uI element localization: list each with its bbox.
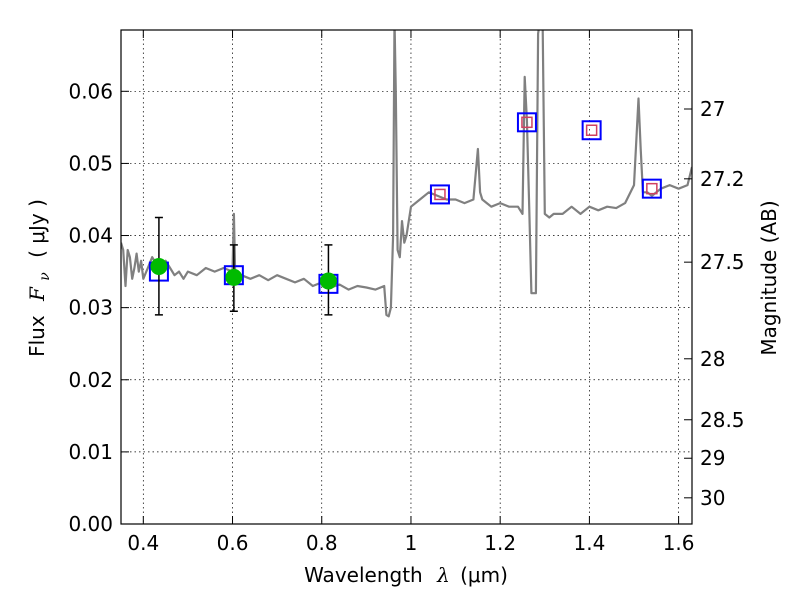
model-photometry-square [429,184,450,205]
y2-tick-label: 28.5 [700,408,745,432]
y2-tick-label: 27.5 [700,250,745,274]
y-tick-label: 0.04 [68,224,113,248]
y-tick-label: 0.03 [68,296,113,320]
x-tick-label: 1.6 [663,531,695,555]
x-tick-label: 0.6 [217,531,249,555]
x-tick-label: 1 [405,531,418,555]
y-tick-label: 0.00 [68,512,113,536]
y-tick-label: 0.01 [68,440,113,464]
synthetic-band-square [646,182,658,195]
y2-tick-label: 28 [700,347,725,371]
x-tick-label: 1.2 [484,531,516,555]
grid-lines [121,30,692,525]
x-axis-label-text: Wavelength [304,563,423,587]
synthetic-band-square [521,116,533,129]
model-photometry-square [641,178,662,199]
observed-point [319,272,337,290]
x-axis-label-symbol: λ [436,563,450,587]
x-tick-label: 0.4 [127,531,159,555]
y-axis-label-symbol: F [25,286,49,302]
synthetic-band-square [434,188,446,201]
observed-point [150,258,168,276]
x-axis-label-unit: (μm) [460,563,508,587]
axes-frame [120,29,693,525]
model-photometry-square [581,120,602,141]
y-tick-label: 0.06 [68,79,113,103]
y-axis-label-text: Flux [25,315,49,357]
tick-layer: 0.4 0.6 0.8 1 1.2 1.4 1.6 0.00 0.01 0.02 0.03 0.04 0… [68,30,745,555]
model-photometry-square [516,112,537,133]
y-axis-label-unit: ( μJy ) [25,199,49,258]
y2-tick-label: 27.2 [700,167,745,191]
x-tick-label: 0.8 [306,531,338,555]
synthetic-band-square [585,124,598,136]
x-tick-label: 1.4 [573,531,605,555]
y2-tick-label: 30 [700,486,725,510]
y2-tick-label: 27 [700,97,725,121]
y2-axis-label: Magnitude (AB) [757,200,781,355]
y-axis-label-subscript: ν [37,272,53,281]
observed-point [225,268,243,286]
y-tick-label: 0.05 [68,151,113,175]
y-axis-label: Flux F ν ( μJy ) [25,199,54,357]
y2-tick-label: 29 [700,446,725,470]
y-tick-label: 0.02 [68,368,113,392]
x-axis-label: Wavelength λ (μm) [304,563,508,587]
series-layer [121,30,692,318]
spectrum-line [121,30,692,318]
